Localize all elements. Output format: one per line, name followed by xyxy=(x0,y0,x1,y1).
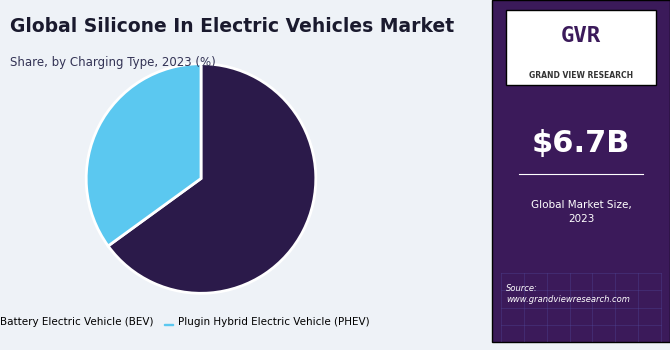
FancyBboxPatch shape xyxy=(492,0,670,342)
Text: Global Market Size,
2023: Global Market Size, 2023 xyxy=(531,200,631,224)
Text: Global Silicone In Electric Vehicles Market: Global Silicone In Electric Vehicles Mar… xyxy=(10,18,454,36)
Text: GVR: GVR xyxy=(561,26,601,46)
Text: GRAND VIEW RESEARCH: GRAND VIEW RESEARCH xyxy=(529,71,633,80)
Text: $6.7B: $6.7B xyxy=(532,129,630,158)
Text: Share, by Charging Type, 2023 (%): Share, by Charging Type, 2023 (%) xyxy=(10,56,216,69)
Wedge shape xyxy=(86,64,201,246)
FancyBboxPatch shape xyxy=(507,10,656,85)
Legend: Battery Electric Vehicle (BEV), Plugin Hybrid Electric Vehicle (PHEV): Battery Electric Vehicle (BEV), Plugin H… xyxy=(0,313,373,331)
Text: Source:
www.grandviewresearch.com: Source: www.grandviewresearch.com xyxy=(507,284,630,304)
Wedge shape xyxy=(108,64,316,293)
